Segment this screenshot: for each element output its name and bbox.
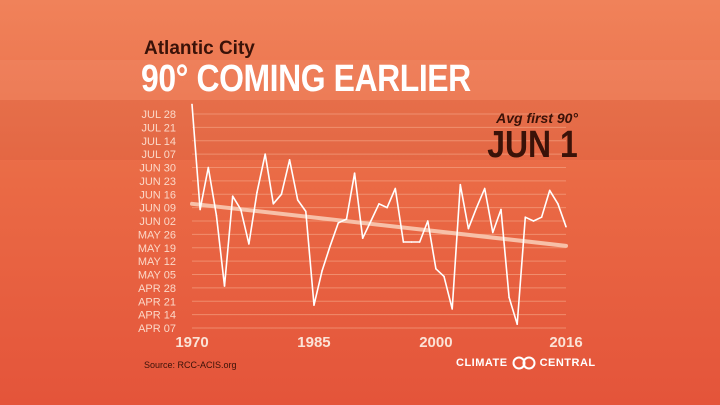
data-point	[337, 222, 340, 224]
y-tick-label: JUN 30	[139, 163, 176, 175]
data-point	[467, 227, 470, 230]
y-tick-label: MAY 26	[138, 229, 176, 241]
y-tick-label: JUL 07	[142, 149, 176, 161]
data-point	[548, 189, 551, 192]
x-tick-label: 1985	[297, 334, 330, 351]
y-tick-label: APR 07	[138, 323, 176, 335]
x-tick-label: 2016	[549, 334, 582, 351]
data-point	[353, 172, 356, 175]
data-point	[418, 241, 421, 243]
data-point	[475, 206, 478, 209]
data-point	[296, 199, 299, 201]
y-tick-label: APR 21	[138, 296, 176, 308]
data-point	[435, 267, 437, 270]
climate-central-logo: CLIMATE CENTRAL	[456, 355, 596, 371]
y-tick-label: MAY 05	[138, 270, 176, 282]
data-point	[402, 241, 405, 243]
data-point	[459, 183, 462, 186]
y-tick-label: JUN 16	[139, 189, 176, 201]
data-point	[321, 269, 323, 272]
y-tick-label: APR 14	[138, 310, 176, 322]
y-tick-label: MAY 12	[138, 256, 176, 268]
data-point	[345, 218, 348, 220]
data-point	[191, 103, 193, 106]
data-point	[280, 193, 283, 196]
data-point	[492, 231, 494, 234]
y-tick-label: APR 28	[138, 283, 176, 295]
data-point	[239, 208, 242, 211]
data-point	[516, 323, 519, 325]
chart-title: 90° COMING EARLIER	[141, 58, 471, 100]
y-tick-label: JUN 23	[139, 176, 176, 188]
y-tick-label: JUN 09	[139, 203, 176, 215]
data-point	[207, 166, 210, 169]
data-point	[370, 220, 372, 222]
y-tick-label: JUL 14	[142, 136, 176, 148]
x-tick-label: 1970	[175, 334, 208, 351]
data-point	[540, 216, 543, 218]
data-point	[386, 206, 388, 209]
data-point	[264, 153, 266, 155]
data-point	[451, 308, 453, 310]
data-point	[248, 243, 250, 245]
data-point	[565, 225, 567, 228]
data-point	[199, 208, 201, 211]
x-tick-label: 2000	[419, 334, 452, 351]
data-point	[394, 187, 397, 190]
data-point	[532, 220, 535, 222]
data-point	[508, 296, 510, 299]
data-point	[483, 187, 486, 190]
data-point	[256, 191, 258, 194]
data-point	[305, 210, 307, 213]
data-point	[223, 285, 226, 287]
data-point	[378, 203, 380, 205]
logo-rings-icon	[512, 356, 536, 370]
data-point	[410, 241, 413, 243]
data-point	[313, 304, 315, 306]
y-tick-label: JUL 28	[142, 109, 176, 121]
data-point	[361, 237, 364, 239]
data-point	[557, 203, 559, 205]
background-band	[0, 60, 720, 100]
logo-text-left: CLIMATE	[456, 357, 508, 369]
y-tick-label: JUL 21	[142, 122, 176, 134]
data-point	[443, 275, 445, 278]
average-label: Avg first 90°	[496, 110, 578, 126]
logo-text-right: CENTRAL	[539, 357, 596, 369]
data-point	[215, 214, 218, 217]
y-tick-label: MAY 19	[138, 243, 176, 255]
data-point	[524, 216, 527, 218]
data-point	[272, 203, 275, 205]
chart-subtitle: Atlantic City	[144, 38, 255, 59]
y-tick-label: JUN 02	[139, 216, 176, 228]
data-point	[288, 159, 291, 161]
average-value: JUN 1	[487, 124, 578, 166]
data-point	[329, 245, 332, 247]
data-point	[231, 195, 234, 197]
data-point	[426, 220, 429, 222]
source-note: Source: RCC-ACIS.org	[144, 360, 237, 370]
data-point	[500, 208, 502, 211]
background-band	[0, 100, 720, 160]
